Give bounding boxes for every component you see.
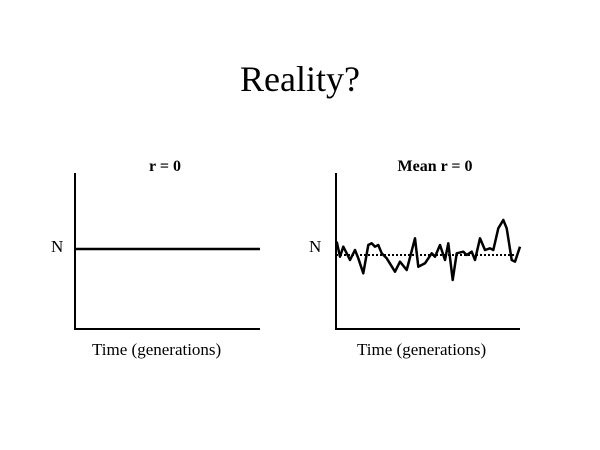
right-panel-heading: Mean r = 0 xyxy=(397,158,473,175)
right-axes xyxy=(335,173,520,330)
right-y-label: N xyxy=(309,237,322,256)
right-fluctuating-population-line xyxy=(335,218,522,282)
left-axes xyxy=(74,173,260,330)
left-panel-heading: r = 0 xyxy=(149,158,181,175)
slide-title: Reality? xyxy=(240,59,360,99)
right-x-label: Time (generations) xyxy=(357,340,487,359)
left-x-label: Time (generations) xyxy=(92,340,222,359)
left-y-label: N xyxy=(51,237,64,256)
